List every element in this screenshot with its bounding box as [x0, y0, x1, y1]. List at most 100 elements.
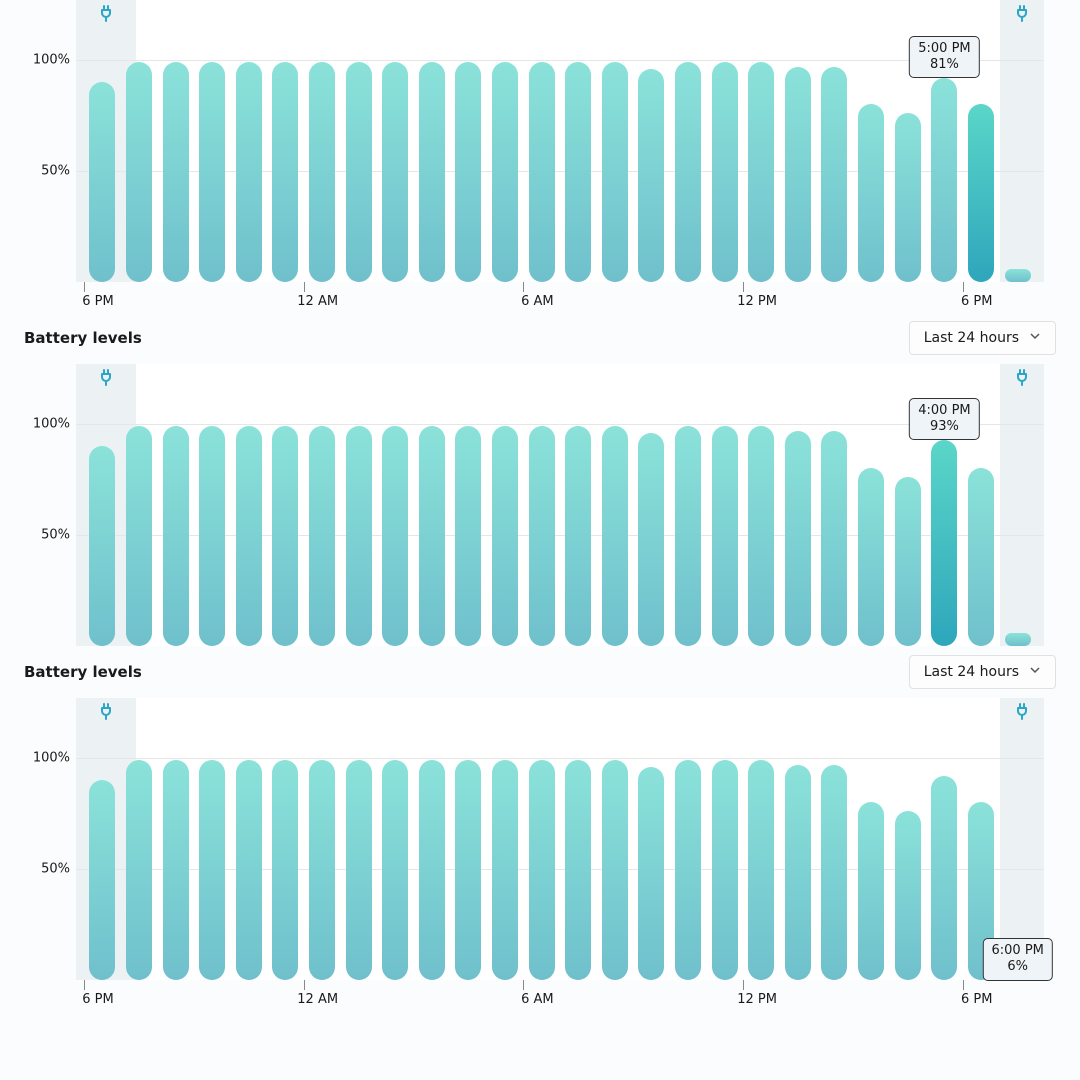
bar-column[interactable]: [487, 60, 524, 282]
bar-column[interactable]: [743, 758, 780, 980]
x-tick-label: 12 AM: [297, 992, 338, 1007]
timerange-dropdown[interactable]: Last 24 hours: [909, 655, 1056, 689]
bar-column[interactable]: [560, 424, 597, 646]
bar-column[interactable]: [487, 424, 524, 646]
plug-icon: [97, 702, 115, 720]
bar-column[interactable]: [267, 424, 304, 646]
bar-column[interactable]: [523, 60, 560, 282]
bar-column[interactable]: [999, 60, 1036, 282]
battery-bar: [272, 426, 298, 646]
bar-column[interactable]: [597, 424, 634, 646]
dropdown-label: Last 24 hours: [924, 664, 1019, 680]
bar-column[interactable]: [670, 424, 707, 646]
bar-column[interactable]: [413, 424, 450, 646]
bar-column[interactable]: [377, 758, 414, 980]
plug-icon: [1013, 4, 1031, 22]
bar-column[interactable]: [853, 424, 890, 646]
bar-column[interactable]: [816, 424, 853, 646]
bar-column[interactable]: [560, 758, 597, 980]
bar-column[interactable]: [377, 424, 414, 646]
chart-wrap: 50%100%5:00 PM81%6 PM12 AM6 AM12 PM6 PM: [24, 0, 1056, 312]
bar-column[interactable]: [816, 758, 853, 980]
bar-column[interactable]: [926, 60, 963, 282]
bar-column[interactable]: [926, 424, 963, 646]
bar-column[interactable]: [487, 758, 524, 980]
bar-column[interactable]: [121, 60, 158, 282]
bar-column[interactable]: [304, 758, 341, 980]
bar-column[interactable]: [230, 424, 267, 646]
bar-column[interactable]: [340, 60, 377, 282]
bar-column[interactable]: [743, 60, 780, 282]
bar-column[interactable]: [450, 60, 487, 282]
bar-column[interactable]: [853, 758, 890, 980]
bar-column[interactable]: [377, 60, 414, 282]
bar-column[interactable]: [780, 424, 817, 646]
bar-column[interactable]: [194, 424, 231, 646]
bar-column[interactable]: [121, 424, 158, 646]
bar-column[interactable]: [157, 60, 194, 282]
bar-column[interactable]: [706, 60, 743, 282]
bar-column[interactable]: [743, 424, 780, 646]
bar-column[interactable]: [121, 758, 158, 980]
bar-column[interactable]: [84, 424, 121, 646]
bar-column[interactable]: [194, 60, 231, 282]
bar-column[interactable]: [889, 424, 926, 646]
bar-column[interactable]: [84, 758, 121, 980]
battery-bar: [968, 468, 994, 646]
dropdown-label: Last 24 hours: [924, 330, 1019, 346]
bar-column[interactable]: [889, 758, 926, 980]
bar-column[interactable]: [157, 758, 194, 980]
bar-column[interactable]: [267, 758, 304, 980]
bar-column[interactable]: [963, 60, 1000, 282]
battery-bar: [163, 62, 189, 282]
battery-bar: [638, 767, 664, 980]
x-tick: [963, 282, 964, 292]
bar-column[interactable]: [963, 424, 1000, 646]
bar-column[interactable]: [853, 60, 890, 282]
bar-column[interactable]: [780, 758, 817, 980]
bar-column[interactable]: [816, 60, 853, 282]
chart-tooltip: 5:00 PM81%: [909, 36, 979, 79]
bar-column[interactable]: [670, 60, 707, 282]
bar-column[interactable]: [597, 758, 634, 980]
bar-column[interactable]: [926, 758, 963, 980]
bar-column[interactable]: [999, 424, 1036, 646]
bar-column[interactable]: [194, 758, 231, 980]
bar-column[interactable]: [633, 60, 670, 282]
bar-column[interactable]: [304, 424, 341, 646]
bar-column[interactable]: [450, 424, 487, 646]
bar-column[interactable]: [304, 60, 341, 282]
bar-series: [76, 758, 1044, 980]
bar-column[interactable]: [340, 424, 377, 646]
tooltip-value: 81%: [918, 57, 970, 73]
bar-column[interactable]: [413, 60, 450, 282]
bar-column[interactable]: [230, 758, 267, 980]
bar-column[interactable]: [523, 758, 560, 980]
bar-column[interactable]: [157, 424, 194, 646]
bar-column[interactable]: [230, 60, 267, 282]
bar-column[interactable]: [889, 60, 926, 282]
bar-column[interactable]: [560, 60, 597, 282]
bar-column[interactable]: [706, 424, 743, 646]
tooltip-value: 6%: [991, 959, 1043, 975]
bar-column[interactable]: [523, 424, 560, 646]
bar-column[interactable]: [706, 758, 743, 980]
bar-column[interactable]: [597, 60, 634, 282]
battery-bar: [748, 760, 774, 980]
battery-bar: [492, 760, 518, 980]
battery-panel: Battery levelsLast 24 hours50%100%4:00 P…: [0, 312, 1080, 646]
timerange-dropdown[interactable]: Last 24 hours: [909, 321, 1056, 355]
x-tick-label: 6 AM: [521, 992, 554, 1007]
bar-column[interactable]: [450, 758, 487, 980]
bar-column[interactable]: [633, 758, 670, 980]
bar-column[interactable]: [633, 424, 670, 646]
bar-column[interactable]: [340, 758, 377, 980]
bar-column[interactable]: [267, 60, 304, 282]
battery-bar: [419, 62, 445, 282]
x-tick: [743, 980, 744, 990]
bar-column[interactable]: [780, 60, 817, 282]
bar-column[interactable]: [670, 758, 707, 980]
bar-column[interactable]: [84, 60, 121, 282]
battery-bar: [272, 62, 298, 282]
bar-column[interactable]: [413, 758, 450, 980]
